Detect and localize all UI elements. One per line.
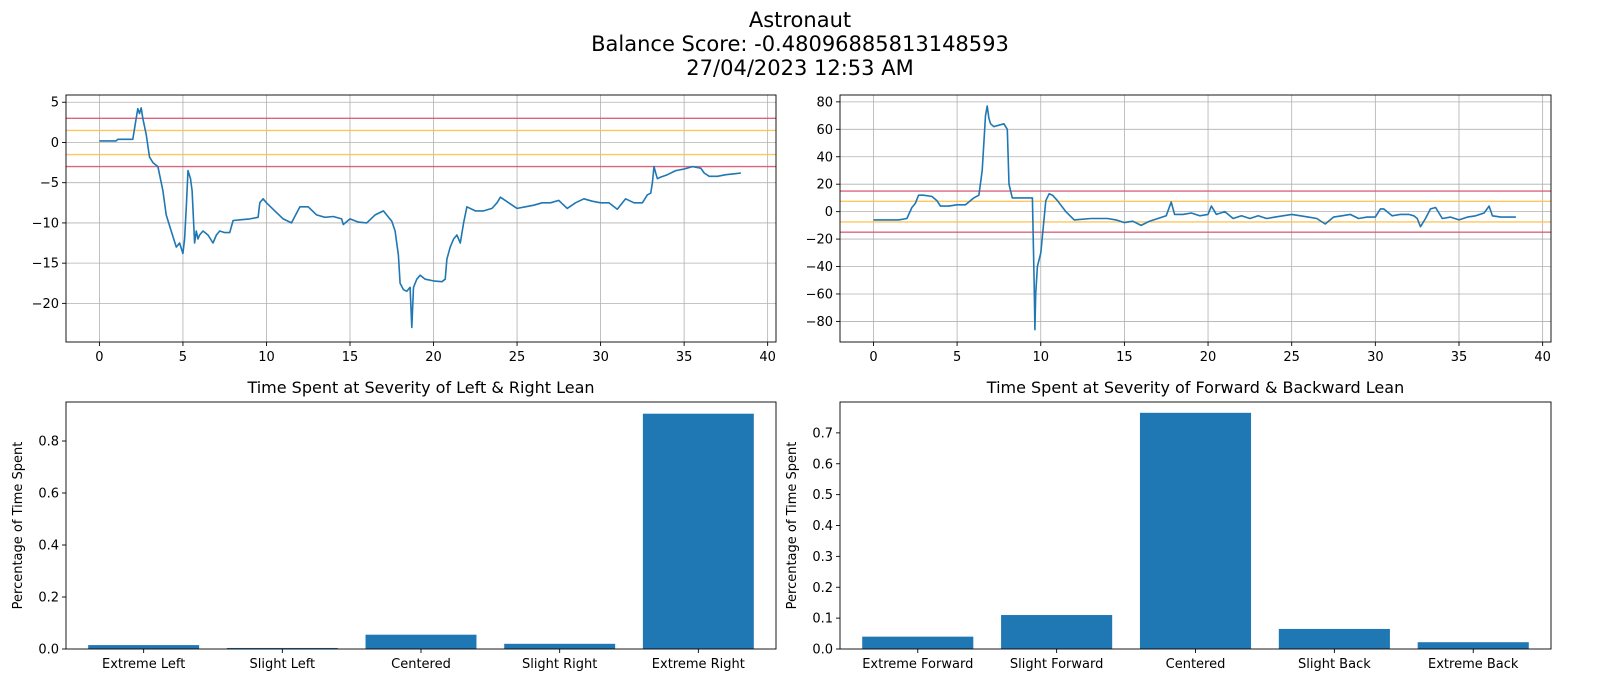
forward-backward-lean-line-chart: 0 5 10 15 20 25 30 35 40 −80 −60 −40 −20 0 20 40 60 80 [806, 94, 1552, 365]
y-tick-label: 0.0 [812, 643, 833, 658]
y-axis-label: Percentage of Time Spent [785, 442, 800, 610]
x-tick-label: 35 [1451, 350, 1468, 365]
x-tick-label: 15 [342, 350, 359, 365]
bar [1278, 628, 1390, 649]
y-tick-label: 0.3 [812, 550, 833, 565]
y-tick-label: −40 [806, 260, 833, 275]
bar [365, 634, 477, 649]
x-tick-label: 15 [1116, 350, 1133, 365]
axes-frame [65, 94, 777, 343]
y-tick-label: 0.2 [38, 591, 59, 606]
figure-title-line-2: Balance Score: -0.48096885813148593 [591, 32, 1009, 56]
series-line [873, 105, 1516, 331]
y-tick-label: −10 [32, 216, 59, 231]
category-label: Slight Right [522, 657, 597, 672]
series-line [99, 107, 741, 329]
y-tick-label: 0.7 [812, 426, 833, 441]
bar [226, 647, 338, 649]
y-tick-label: −15 [32, 257, 59, 272]
category-label: Slight Back [1298, 657, 1371, 672]
y-tick-label: −60 [806, 287, 833, 302]
y-tick-label: 0.5 [812, 488, 833, 503]
y-tick-label: 0.6 [38, 487, 59, 502]
figure-title-line-1: Astronaut [748, 8, 852, 32]
y-tick-label: −20 [32, 297, 59, 312]
chart-title: Time Spent at Severity of Forward & Back… [986, 378, 1404, 397]
x-tick-label: 40 [759, 350, 776, 365]
x-tick-label: 30 [592, 350, 609, 365]
category-label: Centered [391, 657, 451, 672]
category-label: Slight Forward [1010, 657, 1103, 672]
y-tick-label: 0.8 [38, 435, 59, 450]
x-tick-label: 5 [953, 350, 961, 365]
axes-frame [839, 94, 1552, 343]
x-tick-label: 30 [1367, 350, 1384, 365]
category-label: Slight Left [250, 657, 316, 672]
x-tick-label: 10 [1032, 350, 1049, 365]
y-tick-label: 40 [816, 150, 833, 165]
figure-title-line-3: 27/04/2023 12:53 AM [686, 56, 914, 80]
y-tick-label: −20 [806, 233, 833, 248]
y-tick-label: 0 [51, 136, 59, 151]
y-tick-label: 80 [816, 95, 833, 110]
bar [504, 643, 616, 649]
category-label: Extreme Back [1428, 657, 1519, 672]
y-tick-label: 60 [816, 123, 833, 138]
y-tick-label: −80 [806, 315, 833, 330]
bar [1417, 642, 1529, 649]
y-tick-label: 0.1 [812, 612, 833, 627]
x-tick-label: 10 [258, 350, 275, 365]
x-tick-label: 40 [1534, 350, 1551, 365]
chart-title: Time Spent at Severity of Left & Right L… [246, 378, 594, 397]
category-label: Centered [1166, 657, 1226, 672]
x-tick-label: 0 [95, 350, 103, 365]
category-label: Extreme Left [102, 657, 185, 672]
bar [88, 645, 200, 649]
figure-title: Astronaut Balance Score: -0.480968858131… [0, 8, 1600, 80]
left-right-severity-bar-chart: Extreme Left Slight Left Centered Slight Ri… [11, 378, 777, 672]
x-tick-label: 0 [869, 350, 877, 365]
y-axis-label: Percentage of Time Spent [11, 442, 26, 610]
category-label: Extreme Right [652, 657, 745, 672]
x-tick-label: 25 [1283, 350, 1300, 365]
bar [1001, 615, 1113, 649]
x-tick-label: 20 [1200, 350, 1217, 365]
left-right-lean-line-chart: 0 5 10 15 20 25 30 35 40 −20 −15 −10 −5 0 5 [32, 94, 777, 365]
y-tick-label: 0.4 [812, 519, 833, 534]
x-tick-label: 20 [425, 350, 442, 365]
x-tick-label: 35 [676, 350, 693, 365]
y-tick-label: 0.0 [38, 643, 59, 658]
bar [862, 636, 974, 649]
forward-backward-severity-bar-chart: Extreme Forward Slight Forward Centered Sli… [785, 378, 1552, 672]
x-tick-label: 25 [509, 350, 526, 365]
bar [1139, 412, 1252, 649]
bar [642, 413, 754, 649]
y-tick-label: 20 [816, 178, 833, 193]
y-tick-label: 0.2 [812, 581, 833, 596]
y-tick-label: 5 [51, 96, 59, 111]
y-tick-label: 0 [825, 205, 833, 220]
category-label: Extreme Forward [862, 657, 973, 672]
y-tick-label: −5 [40, 176, 59, 191]
y-tick-label: 0.4 [38, 539, 59, 554]
x-tick-label: 5 [179, 350, 187, 365]
y-tick-label: 0.6 [812, 457, 833, 472]
